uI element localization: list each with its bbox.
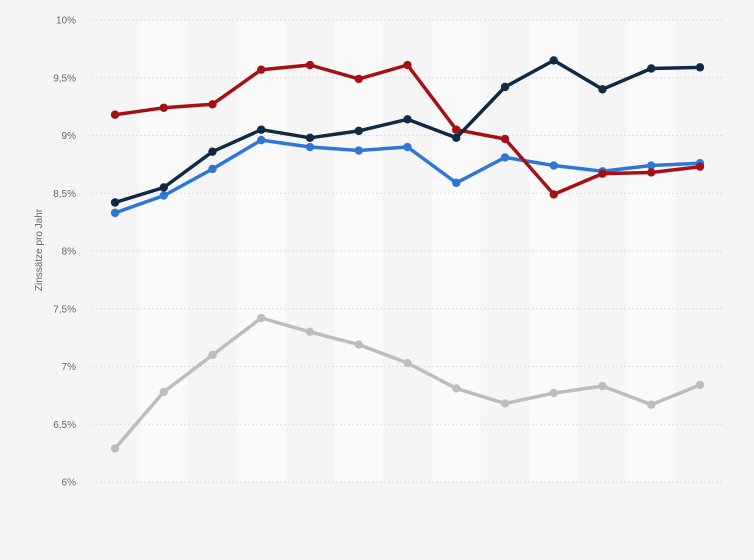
data-point[interactable] xyxy=(159,103,168,112)
data-point[interactable] xyxy=(695,380,705,390)
data-point[interactable] xyxy=(598,169,607,178)
y-tick-label: 8% xyxy=(62,247,77,258)
data-point[interactable] xyxy=(549,56,558,65)
data-point[interactable] xyxy=(208,147,217,156)
data-point[interactable] xyxy=(500,82,510,92)
data-point[interactable] xyxy=(159,191,168,200)
data-point[interactable] xyxy=(305,327,315,337)
data-point[interactable] xyxy=(647,64,656,73)
data-point[interactable] xyxy=(110,208,120,218)
data-point[interactable] xyxy=(305,133,315,143)
data-point[interactable] xyxy=(403,358,412,368)
data-point[interactable] xyxy=(647,161,656,170)
data-point[interactable] xyxy=(354,146,363,155)
y-axis-ticks: 10% 9,5% 9% 8,5% 8% 7,5% 7% 6,5% 6% xyxy=(53,16,76,489)
data-point[interactable] xyxy=(159,183,168,192)
y-tick-label: 9,5% xyxy=(53,73,76,84)
data-point[interactable] xyxy=(110,198,120,207)
data-point[interactable] xyxy=(305,60,315,70)
data-point[interactable] xyxy=(208,164,217,174)
series-3 xyxy=(110,56,705,207)
data-point[interactable] xyxy=(647,400,656,409)
data-point[interactable] xyxy=(354,74,363,84)
data-point[interactable] xyxy=(598,381,607,391)
data-point[interactable] xyxy=(110,444,120,453)
data-point[interactable] xyxy=(257,125,266,134)
data-point[interactable] xyxy=(500,399,510,408)
data-point[interactable] xyxy=(549,190,558,199)
series-2 xyxy=(110,60,705,199)
data-point[interactable] xyxy=(110,110,120,119)
data-point[interactable] xyxy=(452,125,461,134)
y-axis-title: Zinssätze pro Jahr xyxy=(34,208,45,291)
data-point[interactable] xyxy=(403,60,412,70)
data-point[interactable] xyxy=(500,153,510,162)
data-point[interactable] xyxy=(208,350,217,360)
data-point[interactable] xyxy=(549,161,558,170)
data-point[interactable] xyxy=(695,63,705,72)
y-tick-label: 6,5% xyxy=(53,420,76,431)
data-point[interactable] xyxy=(549,388,558,398)
series-lines xyxy=(110,56,705,453)
data-point[interactable] xyxy=(452,133,461,143)
y-tick-label: 7,5% xyxy=(53,304,76,315)
y-tick-label: 10% xyxy=(56,16,76,27)
y-tick-label: 8,5% xyxy=(53,189,76,200)
series-4 xyxy=(110,313,705,453)
data-point[interactable] xyxy=(257,65,266,74)
data-point[interactable] xyxy=(208,100,217,109)
data-point[interactable] xyxy=(403,115,412,124)
data-point[interactable] xyxy=(257,135,266,145)
data-point[interactable] xyxy=(500,134,510,144)
data-point[interactable] xyxy=(354,340,363,349)
data-point[interactable] xyxy=(452,384,461,393)
column-band xyxy=(334,20,384,482)
data-point[interactable] xyxy=(354,126,363,136)
data-point[interactable] xyxy=(257,313,266,323)
data-point[interactable] xyxy=(452,178,461,188)
data-point[interactable] xyxy=(403,142,412,152)
gridlines xyxy=(92,19,724,483)
y-tick-label: 9% xyxy=(62,131,77,142)
data-point[interactable] xyxy=(159,387,168,397)
data-point[interactable] xyxy=(647,168,656,177)
data-point[interactable] xyxy=(598,85,607,94)
data-point[interactable] xyxy=(695,162,705,171)
y-tick-label: 7% xyxy=(62,362,77,373)
data-point[interactable] xyxy=(305,142,315,152)
y-tick-label: 6% xyxy=(62,478,77,489)
